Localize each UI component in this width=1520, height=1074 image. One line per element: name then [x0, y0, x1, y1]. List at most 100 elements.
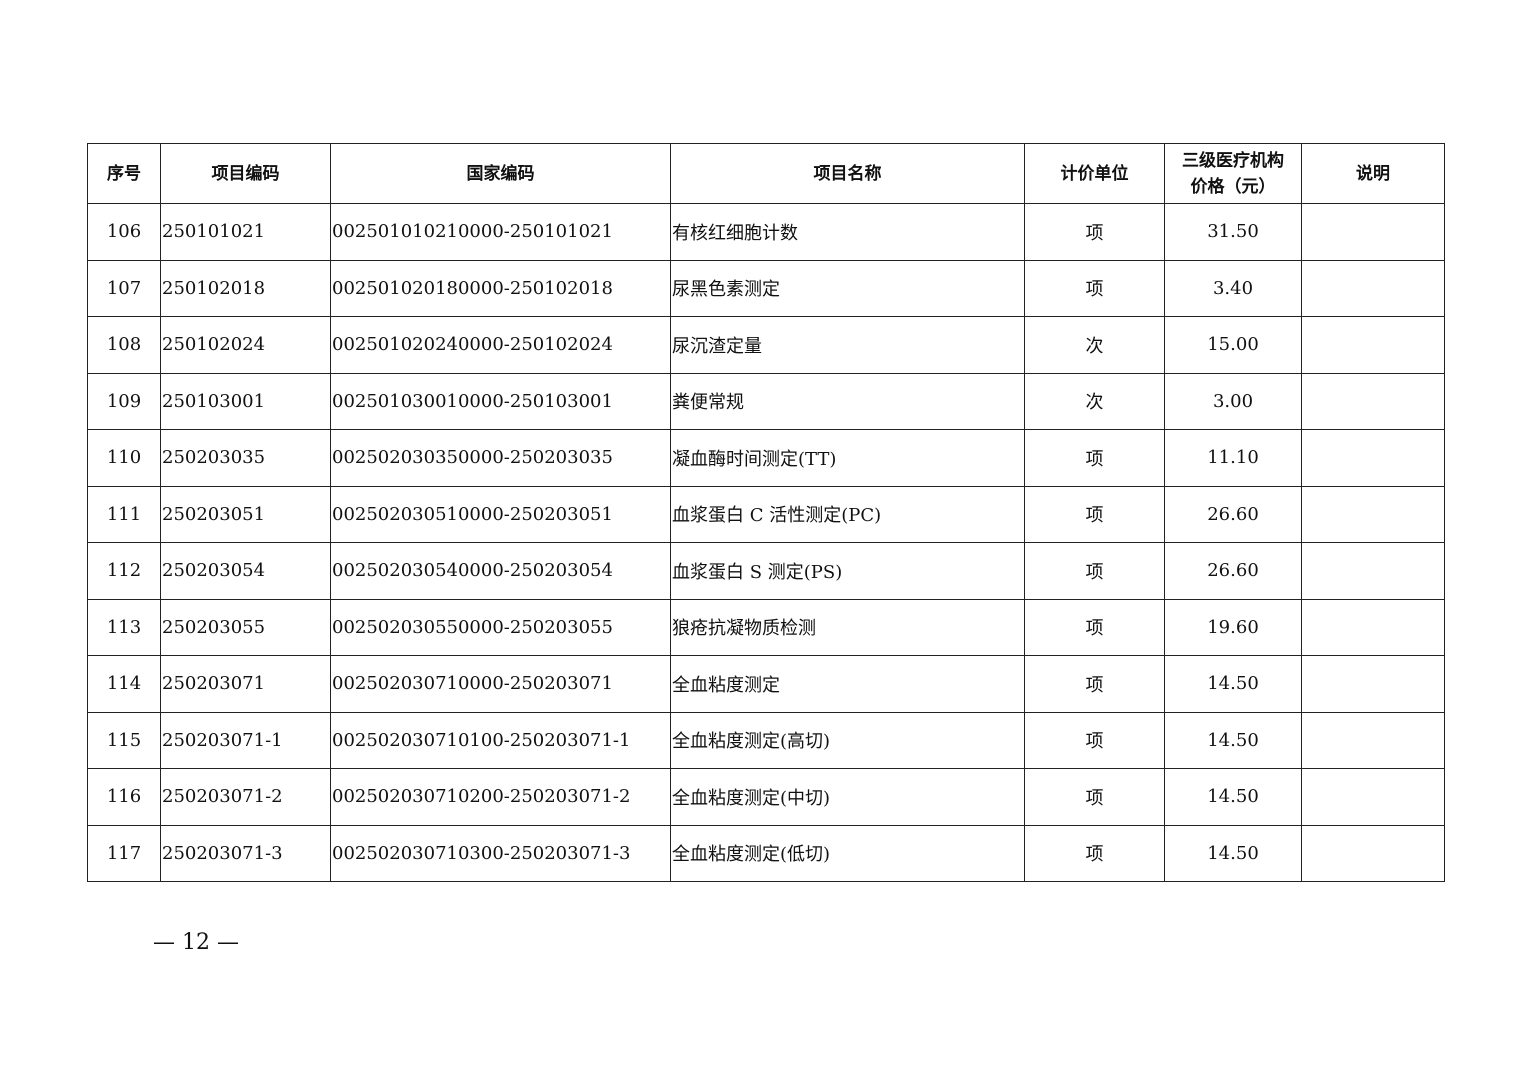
cell-unit: 次: [1024, 316, 1165, 374]
cell-price: 14.50: [1164, 768, 1302, 826]
cell-national-code: 002501020180000-250102018: [330, 259, 671, 317]
cell-price: 19.60: [1164, 598, 1302, 656]
cell-notes: [1301, 598, 1445, 656]
cell-item-code: 250103001: [160, 372, 331, 430]
cell-price: 14.50: [1164, 655, 1302, 713]
cell-item-name: 尿沉渣定量: [670, 316, 1025, 374]
cell-national-code: 002502030710200-250203071-2: [330, 768, 671, 826]
header-price-line1: 三级医疗机构: [1182, 150, 1284, 171]
cell-index: 114: [87, 655, 161, 713]
cell-unit: 次: [1024, 372, 1165, 430]
cell-item-code: 250203071: [160, 655, 331, 713]
cell-index: 109: [87, 372, 161, 430]
cell-index: 107: [87, 259, 161, 317]
cell-unit: 项: [1024, 768, 1165, 826]
cell-national-code: 002502030710000-250203071: [330, 655, 671, 713]
cell-national-code: 002502030710100-250203071-1: [330, 711, 671, 769]
cell-index: 108: [87, 316, 161, 374]
cell-unit: 项: [1024, 485, 1165, 543]
cell-notes: [1301, 824, 1445, 882]
cell-notes: [1301, 429, 1445, 487]
cell-index: 117: [87, 824, 161, 882]
cell-item-code: 250203055: [160, 598, 331, 656]
header-notes: 说明: [1301, 143, 1445, 204]
cell-item-name: 全血粘度测定(低切): [670, 824, 1025, 882]
cell-national-code: 002501030010000-250103001: [330, 372, 671, 430]
table-row: 114 250203071 002502030710000-250203071 全血粘…: [87, 655, 1445, 713]
cell-item-code: 250102024: [160, 316, 331, 374]
table-row: 116 250203071-2 002502030710200-250203071-…: [87, 768, 1445, 826]
table-row: 115 250203071-1 002502030710100-250203071-…: [87, 711, 1445, 769]
cell-item-name: 粪便常规: [670, 372, 1025, 430]
cell-price: 26.60: [1164, 485, 1302, 543]
cell-index: 112: [87, 542, 161, 600]
cell-item-name: 血浆蛋白 C 活性测定(PC): [670, 485, 1025, 543]
cell-index: 111: [87, 485, 161, 543]
cell-unit: 项: [1024, 542, 1165, 600]
table-row: 113 250203055 002502030550000-250203055 狼疮抗…: [87, 598, 1445, 656]
cell-unit: 项: [1024, 259, 1165, 317]
cell-notes: [1301, 485, 1445, 543]
cell-price: 15.00: [1164, 316, 1302, 374]
header-unit: 计价单位: [1024, 143, 1165, 204]
cell-item-code: 250102018: [160, 259, 331, 317]
table-row: 110 250203035 002502030350000-250203035 凝血酶…: [87, 429, 1445, 487]
cell-item-name: 全血粘度测定(中切): [670, 768, 1025, 826]
cell-index: 110: [87, 429, 161, 487]
cell-index: 116: [87, 768, 161, 826]
cell-national-code: 002502030710300-250203071-3: [330, 824, 671, 882]
cell-notes: [1301, 768, 1445, 826]
header-index: 序号: [87, 143, 161, 204]
cell-notes: [1301, 711, 1445, 769]
cell-notes: [1301, 316, 1445, 374]
cell-national-code: 002502030540000-250203054: [330, 542, 671, 600]
cell-index: 115: [87, 711, 161, 769]
cell-notes: [1301, 655, 1445, 713]
cell-item-code: 250203071-3: [160, 824, 331, 882]
cell-price: 3.40: [1164, 259, 1302, 317]
cell-item-code: 250203051: [160, 485, 331, 543]
cell-item-code: 250203035: [160, 429, 331, 487]
header-price: 三级医疗机构 价格（元）: [1164, 143, 1302, 204]
header-item-code: 项目编码: [160, 143, 331, 204]
header-item-name: 项目名称: [670, 143, 1025, 204]
cell-price: 14.50: [1164, 824, 1302, 882]
cell-notes: [1301, 203, 1445, 261]
cell-price: 11.10: [1164, 429, 1302, 487]
table-row: 111 250203051 002502030510000-250203051 血浆蛋…: [87, 485, 1445, 543]
table-row: 112 250203054 002502030540000-250203054 血浆蛋…: [87, 542, 1445, 600]
cell-notes: [1301, 542, 1445, 600]
cell-item-code: 250203071-2: [160, 768, 331, 826]
cell-price: 14.50: [1164, 711, 1302, 769]
table-row: 107 250102018 002501020180000-250102018 尿黑色…: [87, 259, 1445, 317]
cell-notes: [1301, 372, 1445, 430]
cell-index: 106: [87, 203, 161, 261]
cell-unit: 项: [1024, 824, 1165, 882]
cell-national-code: 002502030350000-250203035: [330, 429, 671, 487]
table-row: 108 250102024 002501020240000-250102024 尿沉渣…: [87, 316, 1445, 374]
cell-unit: 项: [1024, 203, 1165, 261]
cell-national-code: 002502030510000-250203051: [330, 485, 671, 543]
cell-price: 26.60: [1164, 542, 1302, 600]
cell-national-code: 002502030550000-250203055: [330, 598, 671, 656]
header-price-line2: 价格（元）: [1190, 176, 1276, 197]
cell-unit: 项: [1024, 598, 1165, 656]
table-row: 109 250103001 002501030010000-250103001 粪便常…: [87, 372, 1445, 430]
cell-item-name: 凝血酶时间测定(TT): [670, 429, 1025, 487]
cell-unit: 项: [1024, 655, 1165, 713]
table-row: 106 250101021 002501010210000-250101021 有核红…: [87, 203, 1445, 261]
cell-unit: 项: [1024, 429, 1165, 487]
cell-item-name: 有核红细胞计数: [670, 203, 1025, 261]
price-table: 序号 项目编码 国家编码 项目名称 计价单位 三级医疗机构 价格（元） 说明 10…: [87, 143, 1445, 882]
cell-item-code: 250101021: [160, 203, 331, 261]
cell-price: 3.00: [1164, 372, 1302, 430]
cell-item-code: 250203054: [160, 542, 331, 600]
table-row: 117 250203071-3 002502030710300-250203071-…: [87, 824, 1445, 882]
header-national-code: 国家编码: [330, 143, 671, 204]
cell-price: 31.50: [1164, 203, 1302, 261]
cell-item-name: 尿黑色素测定: [670, 259, 1025, 317]
cell-notes: [1301, 259, 1445, 317]
cell-index: 113: [87, 598, 161, 656]
page-number: — 12 —: [153, 930, 239, 955]
cell-national-code: 002501010210000-250101021: [330, 203, 671, 261]
